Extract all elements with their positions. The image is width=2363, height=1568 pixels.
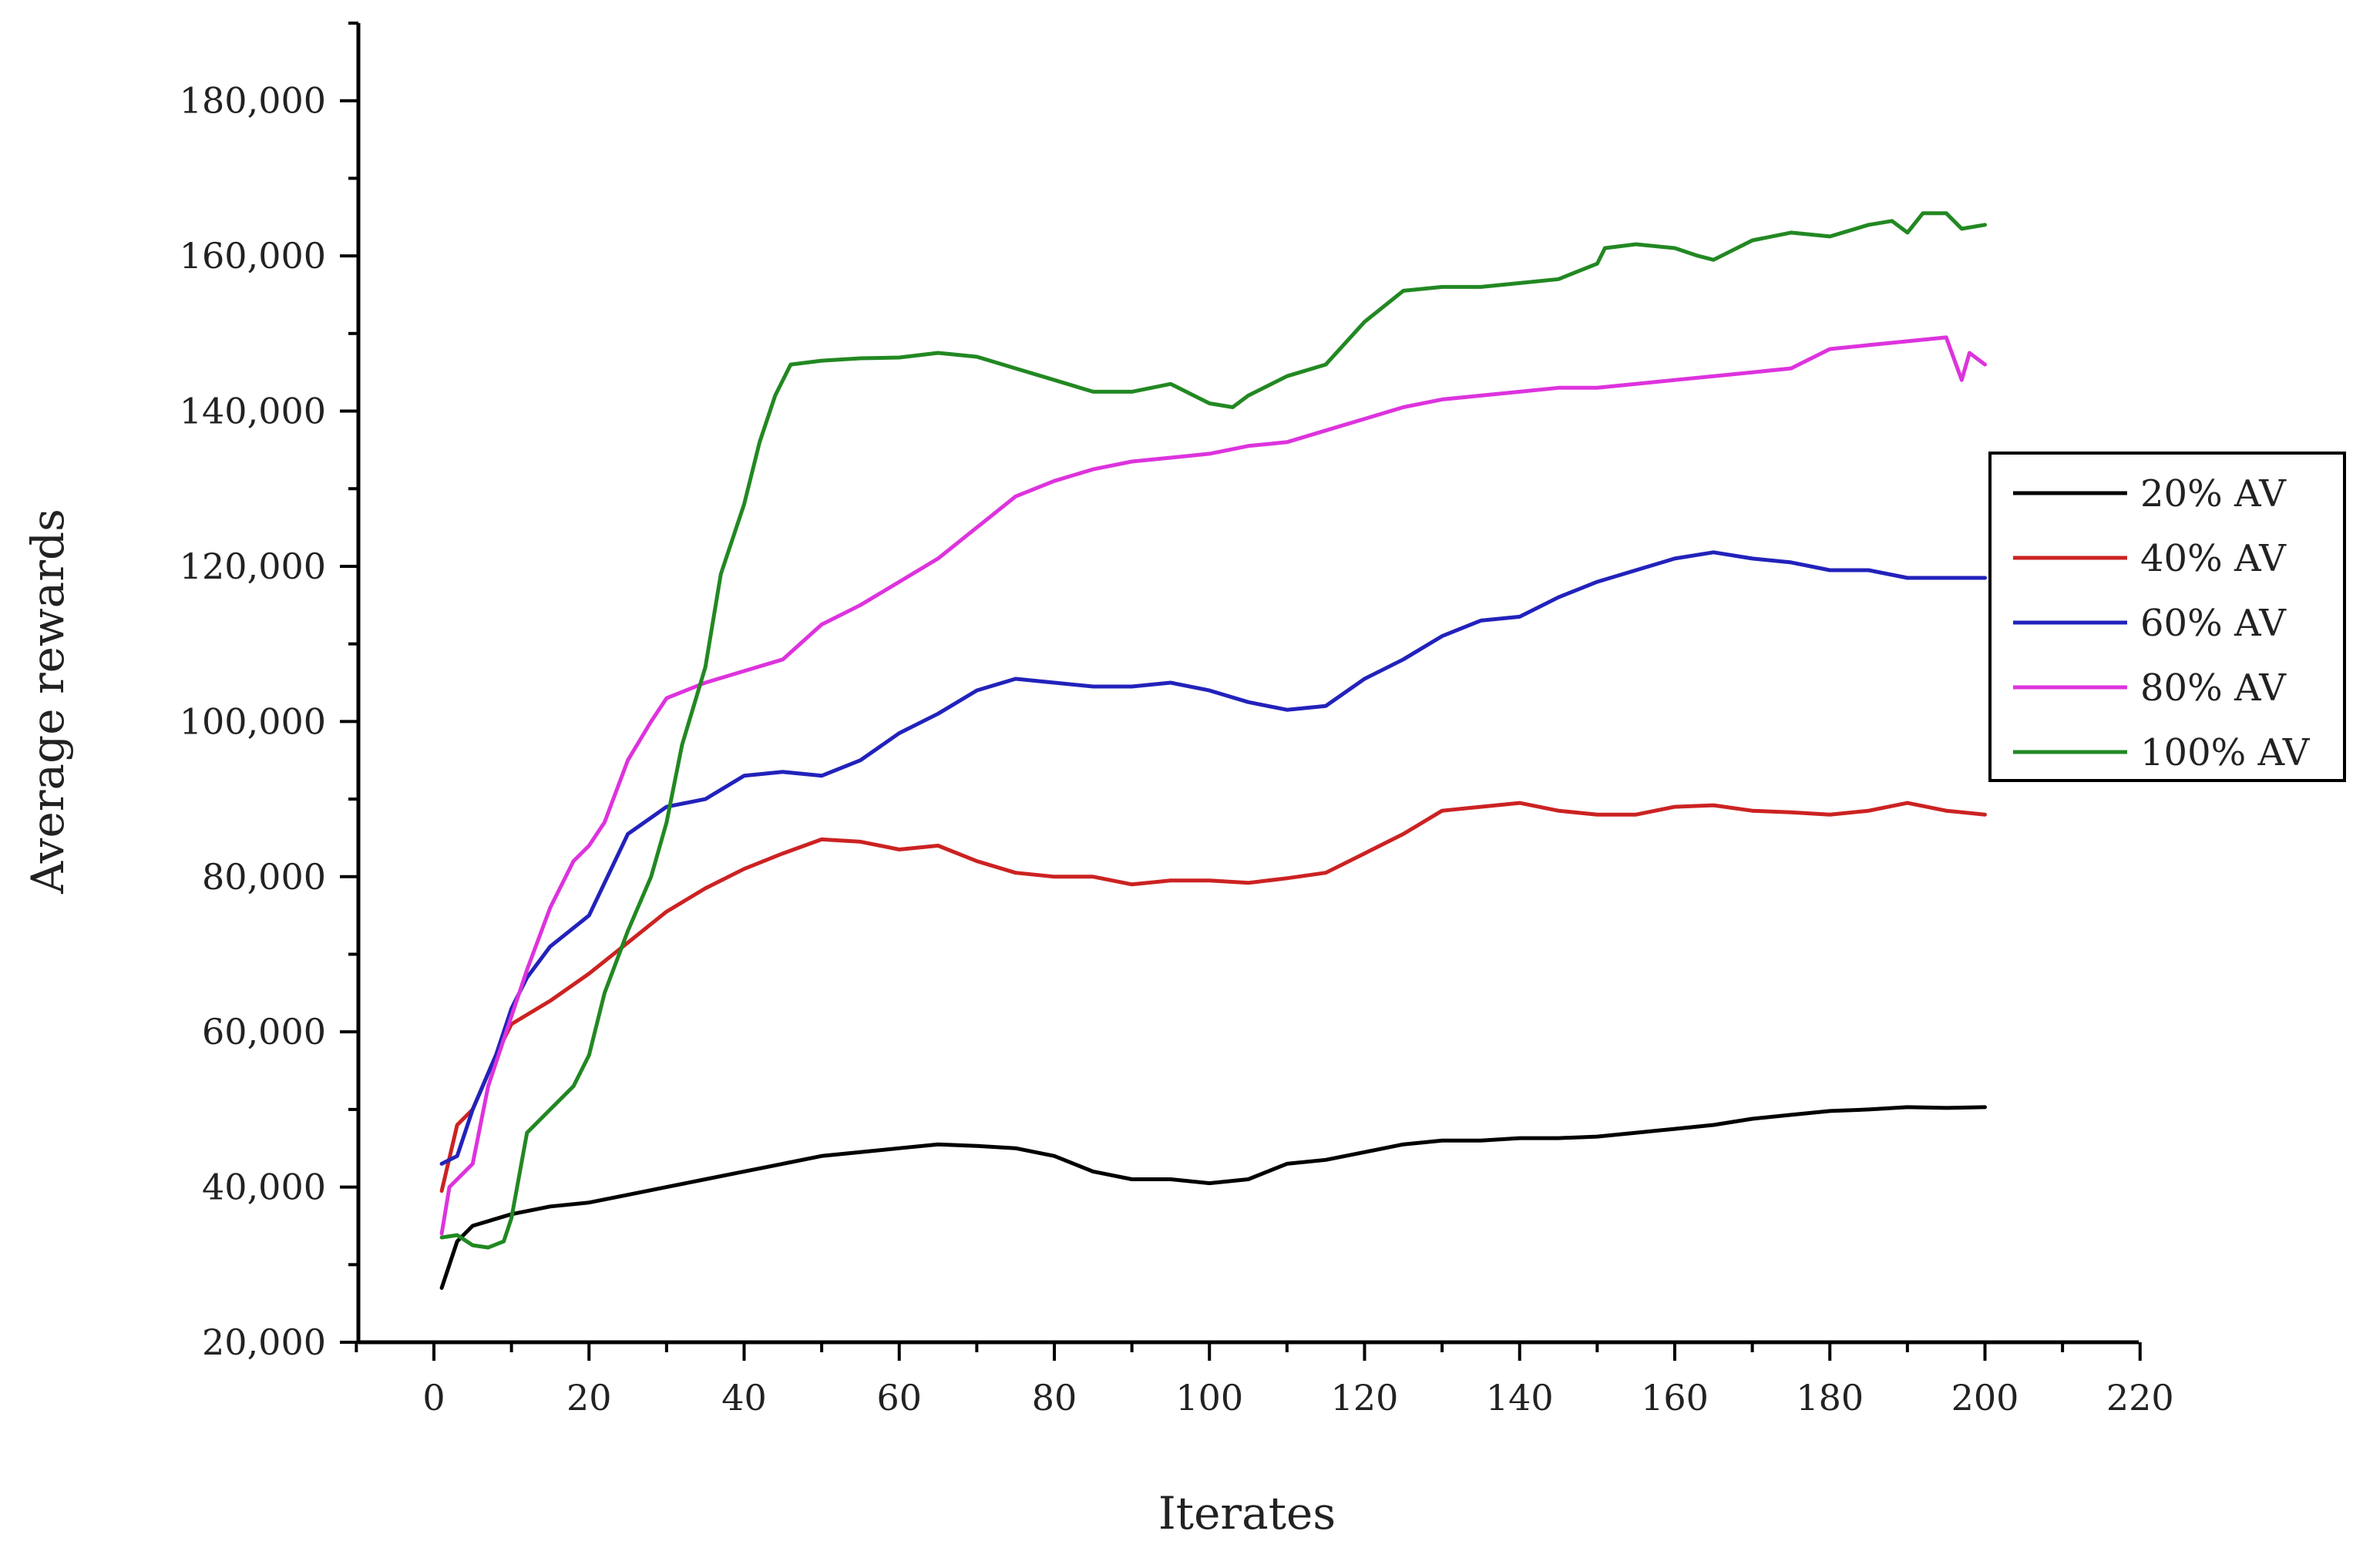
legend-label-4: 80% AV [2140,666,2287,710]
series-layer [439,211,1987,1290]
legend-label-2: 40% AV [2140,537,2287,580]
x-tick-label: 20 [566,1377,612,1419]
x-tick-label: 200 [1951,1377,2019,1419]
axes-layer [356,23,2139,1345]
x-tick-label: 180 [1796,1377,1864,1419]
x-tick-label: 100 [1175,1377,1243,1419]
series-line-2 [439,801,1987,1194]
legend-label-3: 60% AV [2140,602,2287,645]
x-tick-label: 160 [1641,1377,1709,1419]
y-axis-title: Average rewards [22,509,74,895]
x-axis-title: Iterates [1158,1487,1336,1539]
series-line-4 [439,335,1987,1236]
x-tick-label: 120 [1331,1377,1399,1419]
y-tick-label: 60,000 [202,1011,326,1053]
x-tick-label: 140 [1486,1377,1554,1419]
x-tick-label: 220 [2106,1377,2174,1419]
series-line-5 [439,211,1987,1250]
y-tick-label: 40,000 [202,1167,326,1208]
y-tick-label: 180,000 [180,80,326,122]
x-tick-label: 40 [721,1377,767,1419]
legend-box [1988,452,2346,782]
y-tick-label: 120,000 [180,546,326,587]
x-tick-label: 0 [422,1377,445,1419]
legend-label-5: 100% AV [2140,731,2311,774]
legend: 20% AV 40% AV 60% AV 80% AV 100% AV [1988,452,2346,782]
series-line-3 [439,550,1987,1166]
y-tick-label: 160,000 [180,235,326,277]
y-tick-label: 100,000 [180,700,326,742]
y-tick-label: 20,000 [202,1321,326,1363]
y-tick-label: 80,000 [202,856,326,898]
legend-label-1: 20% AV [2140,472,2287,515]
series-line-1 [439,1105,1987,1290]
x-tick-label: 60 [876,1377,922,1419]
x-tick-label: 80 [1032,1377,1077,1419]
y-tick-label: 140,000 [180,391,326,432]
ticks-layer: 20,000 40,000 60,000 80,000 100,000 120,000 14… [180,22,2174,1419]
